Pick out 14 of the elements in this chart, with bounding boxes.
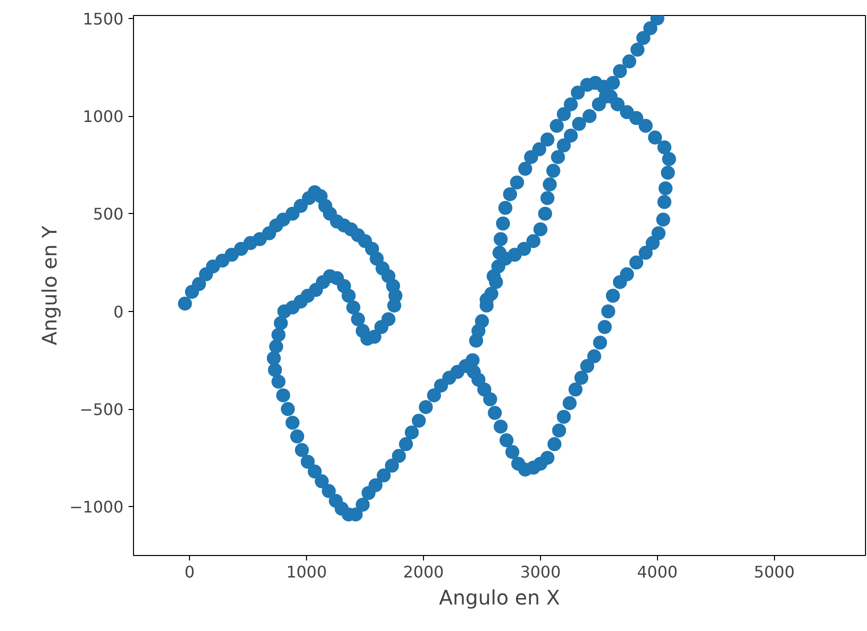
- y-tick-label: 0: [113, 302, 124, 322]
- x-tick-label: 4000: [637, 562, 678, 582]
- x-tick-label: 0: [184, 562, 195, 582]
- x-tick-label: 5000: [754, 562, 795, 582]
- y-tick-label: 500: [92, 204, 124, 224]
- y-tick-label: −1000: [69, 498, 124, 517]
- y-tick-label: 1500: [82, 9, 124, 28]
- x-tick-label: 2000: [403, 562, 444, 582]
- x-tick-label: 3000: [520, 562, 561, 582]
- y-axis-title: Angulo en Y: [37, 225, 62, 346]
- x-axis-title: Angulo en X: [439, 586, 560, 610]
- y-tick-label: 1000: [82, 107, 124, 126]
- x-tick-label: 1000: [286, 562, 327, 582]
- y-tick-label: −500: [80, 400, 124, 420]
